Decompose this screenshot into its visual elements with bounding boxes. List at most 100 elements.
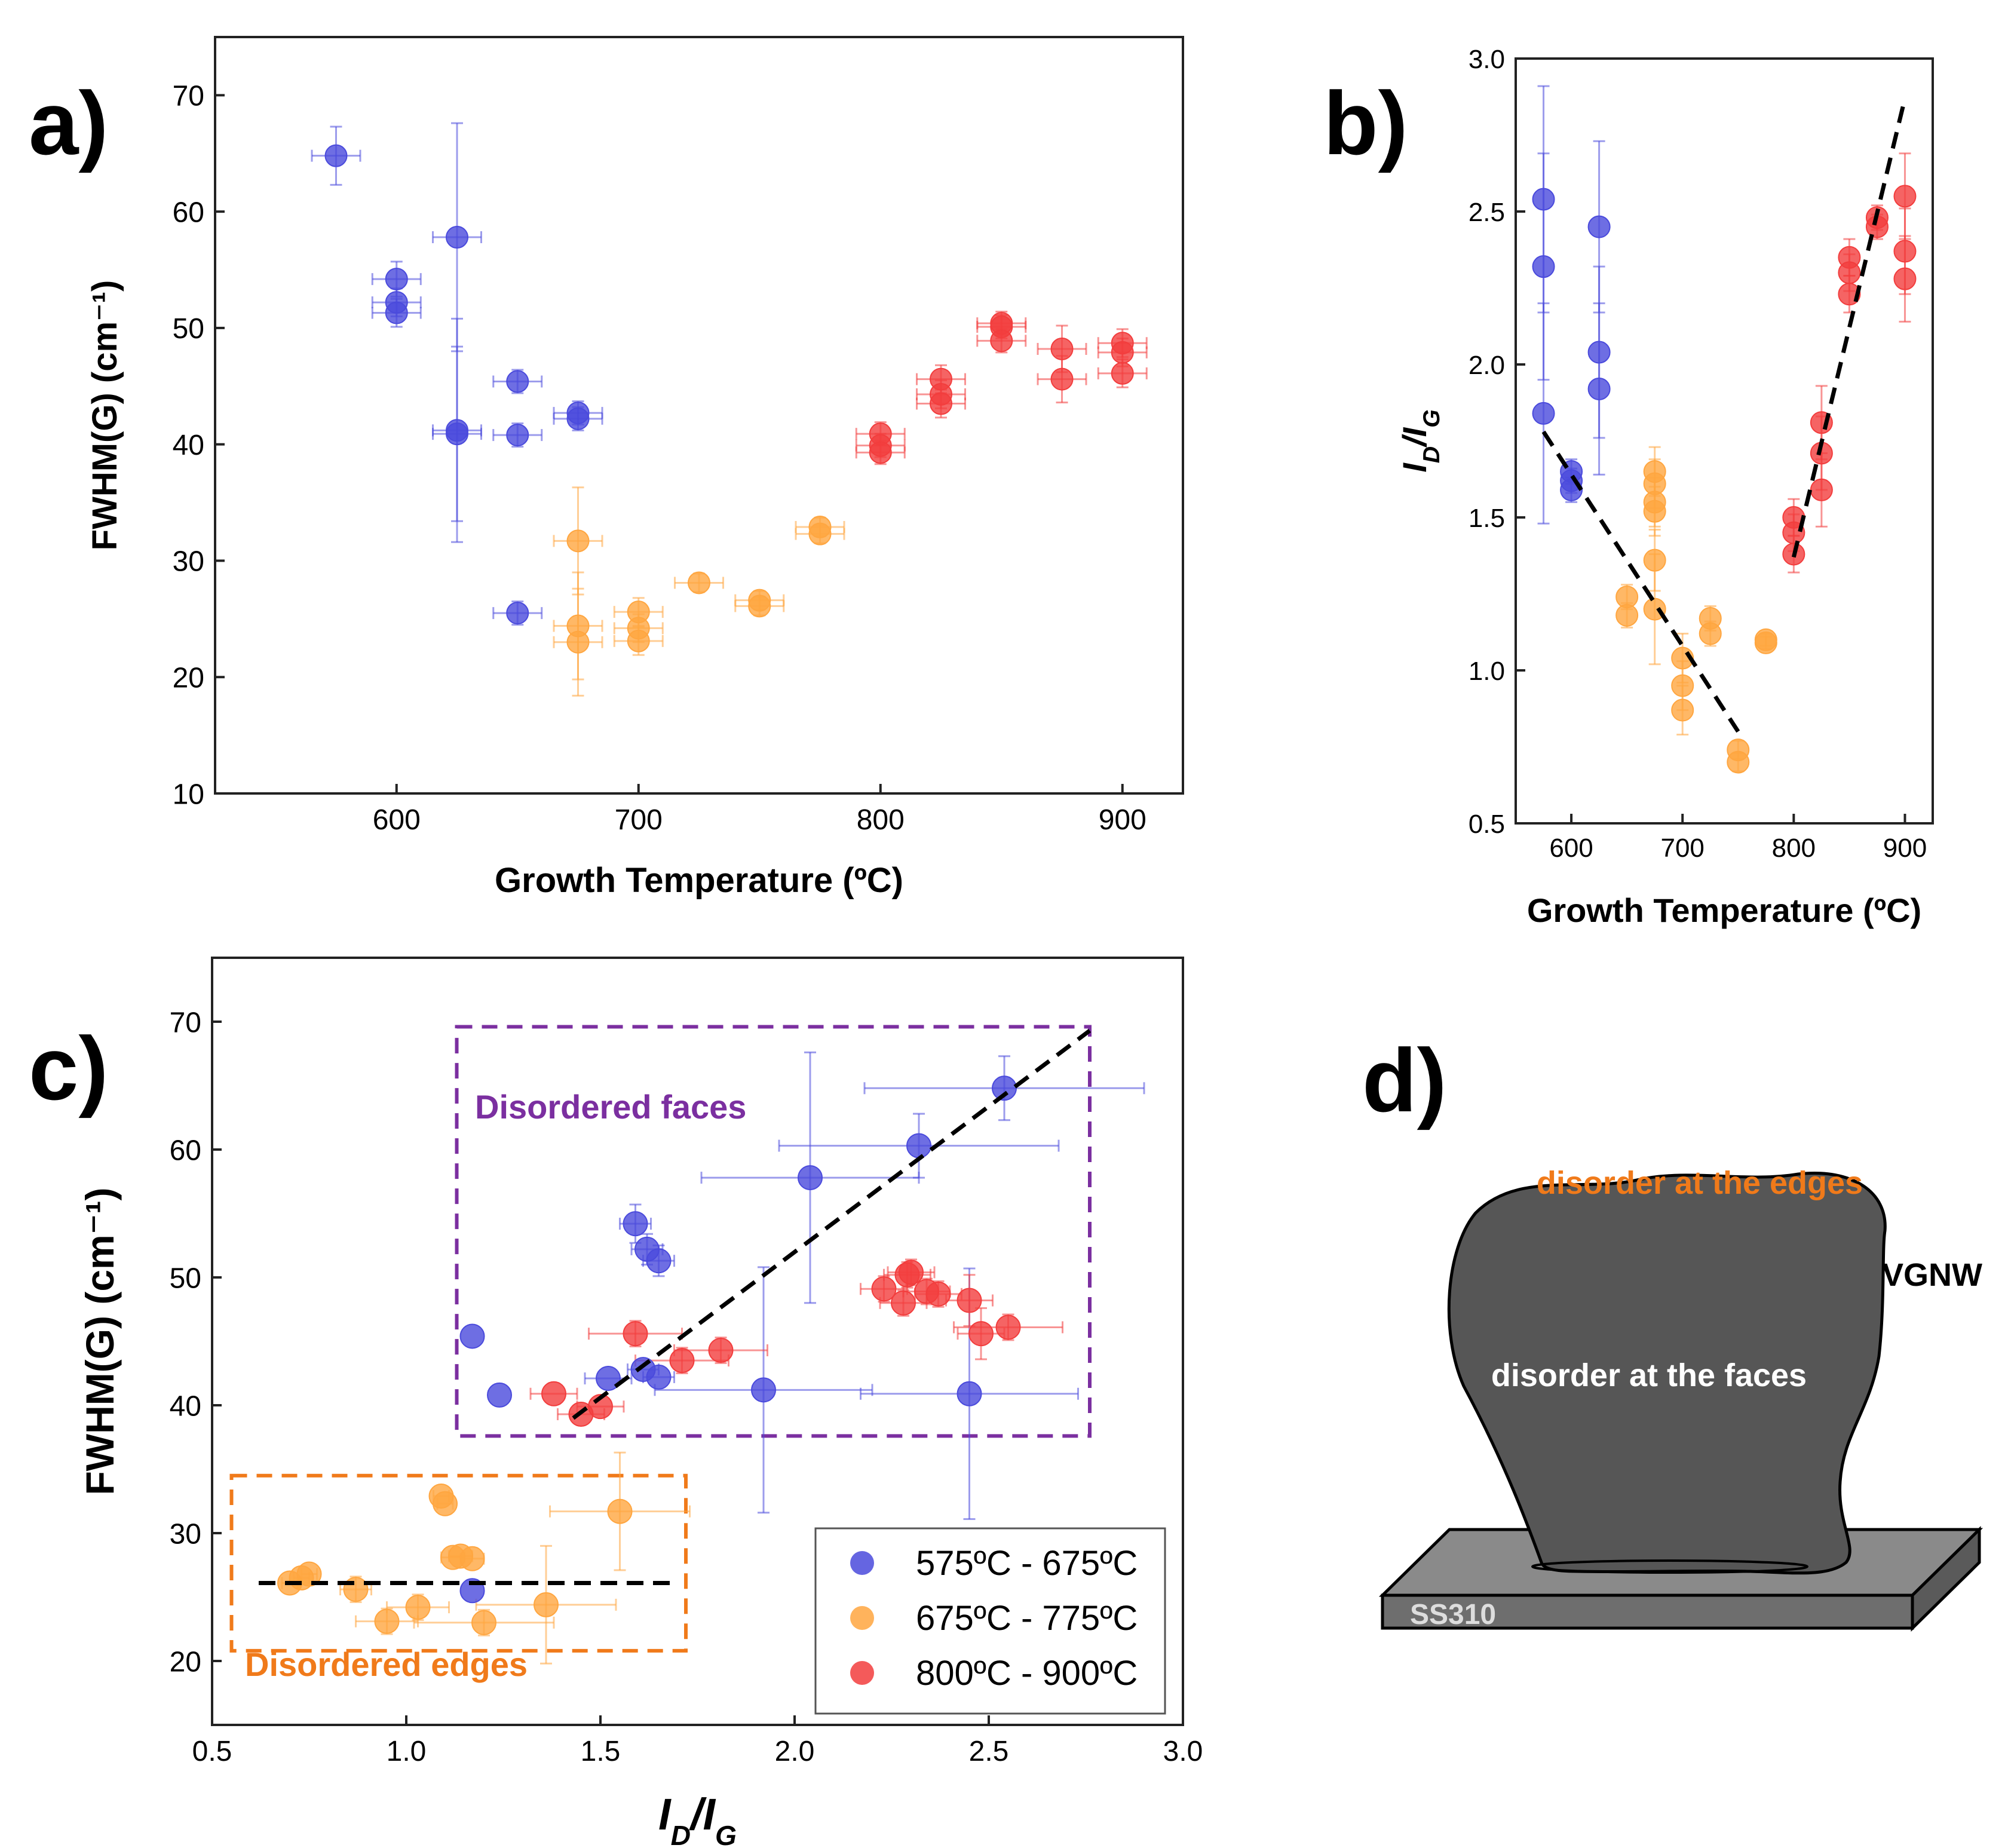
y-axis-label: FWHM(G) (cm⁻¹) <box>85 280 124 551</box>
x-tick-label: 900 <box>1883 833 1927 863</box>
y-tick-label: 60 <box>173 197 204 228</box>
x-tick-label: 700 <box>1660 833 1704 863</box>
schematic-edges-label: disorder at the edges <box>1537 1165 1863 1201</box>
data-point-blue <box>751 1377 776 1403</box>
region-faces <box>455 1025 1092 1438</box>
data-point-blue <box>646 1364 672 1390</box>
data-point-orange <box>296 1561 322 1587</box>
schematic-wire-label: VGNW <box>1882 1257 1982 1293</box>
x-tick-label: 3.0 <box>1163 1736 1203 1767</box>
x-tick-label: 1.5 <box>581 1736 621 1767</box>
schematic-substrate-label: SS310 <box>1410 1599 1496 1631</box>
data-point-blue <box>646 1248 672 1274</box>
data-point-blue <box>446 226 468 249</box>
schematic-d: disorder at the edges disorder at the fa… <box>1378 1165 1984 1632</box>
schematic-faces-label: disorder at the faces <box>1491 1357 1807 1393</box>
data-point-blue <box>1587 215 1611 238</box>
x-tick-label: 2.5 <box>969 1736 1009 1767</box>
data-point-orange <box>459 1546 485 1571</box>
y-tick-label: 30 <box>170 1518 201 1550</box>
data-point-red <box>995 1314 1021 1340</box>
data-point-blue <box>487 1382 512 1408</box>
data-point-orange <box>433 1491 458 1516</box>
annotation-disordered-faces: Disordered faces <box>475 1088 746 1126</box>
x-tick-label: 900 <box>1099 804 1146 836</box>
legend-label: 575ºC - 675ºC <box>916 1544 1138 1583</box>
panel-label-d: d) <box>1362 1030 1447 1130</box>
panel-label-a: a) <box>29 73 108 173</box>
data-point-blue <box>459 1323 485 1349</box>
y-tick-label: 2.0 <box>1469 351 1505 380</box>
data-point-red <box>899 1259 924 1285</box>
y-tick-label: 50 <box>170 1262 201 1294</box>
data-point-orange <box>1727 750 1750 774</box>
y-tick-label: 0.5 <box>1469 810 1505 839</box>
y-tick-label: 60 <box>170 1135 201 1166</box>
data-point-blue <box>623 1211 648 1237</box>
data-point-orange <box>808 522 832 545</box>
legend-box <box>814 1527 1166 1715</box>
x-tick-label: 700 <box>615 804 663 836</box>
plot-frame <box>1515 57 1934 825</box>
y-tick-label: 20 <box>173 663 204 694</box>
data-point-blue <box>1587 341 1611 364</box>
y-axis-label: ID/IG <box>1396 409 1445 472</box>
panel-label-c: c) <box>29 1018 108 1118</box>
data-point-blue <box>1532 255 1555 278</box>
y-tick-label: 50 <box>173 313 204 345</box>
data-point-red <box>541 1381 566 1406</box>
data-point-blue <box>566 407 590 430</box>
data-point-blue <box>906 1133 931 1159</box>
data-point-orange <box>607 1498 633 1524</box>
x-tick-label: 600 <box>1549 833 1593 863</box>
data-point-red <box>925 1281 951 1307</box>
data-point-orange <box>748 594 771 618</box>
plot-frame <box>214 36 1184 795</box>
data-point-red <box>1050 337 1074 360</box>
data-point-blue <box>798 1165 823 1191</box>
x-tick-label: 800 <box>1772 833 1816 863</box>
data-point-red <box>669 1348 695 1374</box>
data-point-blue <box>957 1381 982 1406</box>
data-point-blue <box>596 1366 621 1392</box>
y-tick-label: 1.5 <box>1469 504 1505 533</box>
annotation-disordered-edges: Disordered edges <box>245 1645 528 1683</box>
data-point-orange <box>566 630 590 654</box>
legend-label: 675ºC - 775ºC <box>916 1599 1138 1638</box>
data-point-orange <box>1754 631 1777 654</box>
data-point-orange <box>1643 548 1666 572</box>
data-point-blue <box>1532 402 1555 425</box>
x-tick-label: 2.0 <box>775 1736 815 1767</box>
plot-frame <box>211 957 1184 1726</box>
x-tick-label: 800 <box>857 804 905 836</box>
y-tick-label: 40 <box>170 1390 201 1422</box>
data-point-orange <box>1643 499 1666 523</box>
data-point-blue <box>446 422 468 446</box>
data-point-orange <box>1615 603 1639 627</box>
data-point-orange <box>688 571 710 594</box>
x-axis-label: ID/IG <box>658 1789 737 1848</box>
data-point-red <box>957 1288 982 1313</box>
data-point-orange <box>566 529 590 553</box>
trend-line-1 <box>572 1029 1092 1420</box>
x-tick-label: 600 <box>373 804 421 836</box>
legend-marker-orange <box>850 1606 874 1630</box>
chart-c-fwhm-vs-id-ig: 0.5 1.0 1.5 2.0 2.5 3.0 20 30 40 50 60 70 ID/IG FWHM(… <box>78 957 1203 1848</box>
y-tick-label: 30 <box>173 546 204 578</box>
x-axis-label: Growth Temperature (ºC) <box>495 861 903 900</box>
data-point-orange <box>1699 622 1722 645</box>
nanowire-base <box>1531 1559 1808 1574</box>
data-point-orange <box>405 1595 431 1620</box>
data-point-orange <box>374 1608 400 1634</box>
x-tick-label: 0.5 <box>192 1736 232 1767</box>
data-point-red <box>1838 261 1861 284</box>
legend-marker-red <box>850 1661 874 1685</box>
data-point-red <box>1893 185 1917 208</box>
x-tick-label: 1.0 <box>387 1736 427 1767</box>
region-edges <box>229 1473 688 1653</box>
data-point-orange <box>471 1610 496 1635</box>
data-point-blue <box>385 268 408 291</box>
data-point-red <box>968 1321 994 1347</box>
data-point-red <box>1111 341 1134 364</box>
data-point-blue <box>1532 188 1555 211</box>
